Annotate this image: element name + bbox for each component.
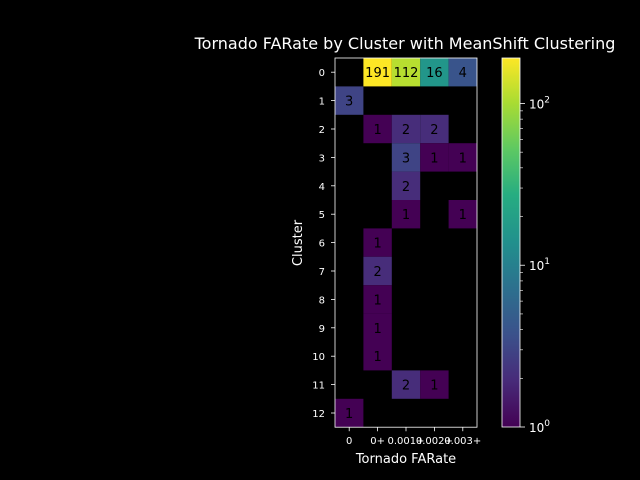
cell-value-label: 1 xyxy=(373,237,381,252)
cell-value-label: 2 xyxy=(402,123,410,138)
y-tick-label: 6 xyxy=(319,239,325,250)
cell-value-label: 1 xyxy=(373,293,381,308)
y-tick-label: 7 xyxy=(319,267,325,278)
cell-value-label: 2 xyxy=(402,379,410,394)
heatmap-cell xyxy=(391,143,421,172)
cell-value-label: 4 xyxy=(459,66,467,81)
colorbar-gradient xyxy=(501,57,521,428)
cell-value-label: 1 xyxy=(402,208,410,223)
chart-title: Tornado FARate by Cluster with MeanShift… xyxy=(194,34,616,53)
colorbar: 100 101 102 xyxy=(501,57,550,435)
x-tick-label: 0.002+ xyxy=(416,436,453,447)
y-tick-label: 4 xyxy=(319,182,325,193)
cell-value-label: 1 xyxy=(459,208,467,223)
y-axis-label: Cluster xyxy=(291,219,306,266)
y-tick-label: 1 xyxy=(319,97,325,108)
colorbar-tick-label: 101 xyxy=(529,257,550,273)
heatmap-cell xyxy=(363,228,392,257)
heatmap-cell xyxy=(363,342,392,371)
heatmap-cell xyxy=(420,370,449,399)
heatmap-cell xyxy=(363,58,392,87)
heatmap-cell xyxy=(363,256,392,286)
heatmap-cell xyxy=(391,114,421,144)
heatmap-cell xyxy=(391,200,421,229)
heatmap-cell xyxy=(363,285,392,314)
cell-value-label: 2 xyxy=(430,123,438,138)
heatmap-cell xyxy=(391,370,421,399)
y-tick-label: 2 xyxy=(319,125,325,136)
heatmap-cell xyxy=(420,58,449,87)
x-tick-label: 0.003+ xyxy=(444,436,481,447)
heatmap-cells xyxy=(335,58,477,428)
heatmap-cell xyxy=(363,114,392,144)
heatmap-cell xyxy=(448,200,477,229)
cell-value-label: 3 xyxy=(402,151,410,166)
x-tick-label: 0.001+ xyxy=(387,436,424,447)
cell-value-label: 112 xyxy=(394,66,419,81)
y-tick-label: 0 xyxy=(319,68,325,79)
cell-value-label: 191 xyxy=(365,66,390,81)
y-tick-label: 12 xyxy=(312,409,325,420)
cell-value-label: 1 xyxy=(459,151,467,166)
y-tick-label: 5 xyxy=(319,210,325,221)
y-tick-label: 3 xyxy=(319,153,325,164)
cell-value-label: 1 xyxy=(373,350,381,365)
heatmap-cell xyxy=(335,398,364,428)
cell-value-label: 3 xyxy=(345,95,353,110)
heatmap-cell xyxy=(448,143,477,172)
cell-value-label: 1 xyxy=(373,123,381,138)
heatmap-cell xyxy=(420,114,449,144)
y-tick-label: 9 xyxy=(319,324,325,335)
cell-value-label: 2 xyxy=(402,180,410,195)
x-axis-label: Tornado FARate xyxy=(355,452,456,467)
y-tick-label: 8 xyxy=(319,295,325,306)
heatmap-cell xyxy=(420,143,449,172)
colorbar-tick-label: 100 xyxy=(529,419,550,435)
x-tick-label: 0+ xyxy=(370,436,385,447)
heatmap-cell xyxy=(391,58,421,87)
heatmap-cell xyxy=(363,313,392,342)
cell-value-label: 1 xyxy=(430,379,438,394)
cell-value-label: 1 xyxy=(430,151,438,166)
x-tick-label: 0 xyxy=(346,436,352,447)
colorbar-tick-label: 102 xyxy=(529,95,550,111)
cell-value-label: 16 xyxy=(426,66,443,81)
y-tick-label: 10 xyxy=(312,352,325,363)
heatmap-cell xyxy=(391,171,421,200)
heatmap-cell xyxy=(335,86,364,115)
heatmap-cell xyxy=(448,58,477,87)
cell-value-label: 1 xyxy=(373,322,381,337)
cell-value-label: 2 xyxy=(373,265,381,280)
cell-value-label: 1 xyxy=(345,407,353,422)
y-tick-label: 11 xyxy=(312,381,325,392)
